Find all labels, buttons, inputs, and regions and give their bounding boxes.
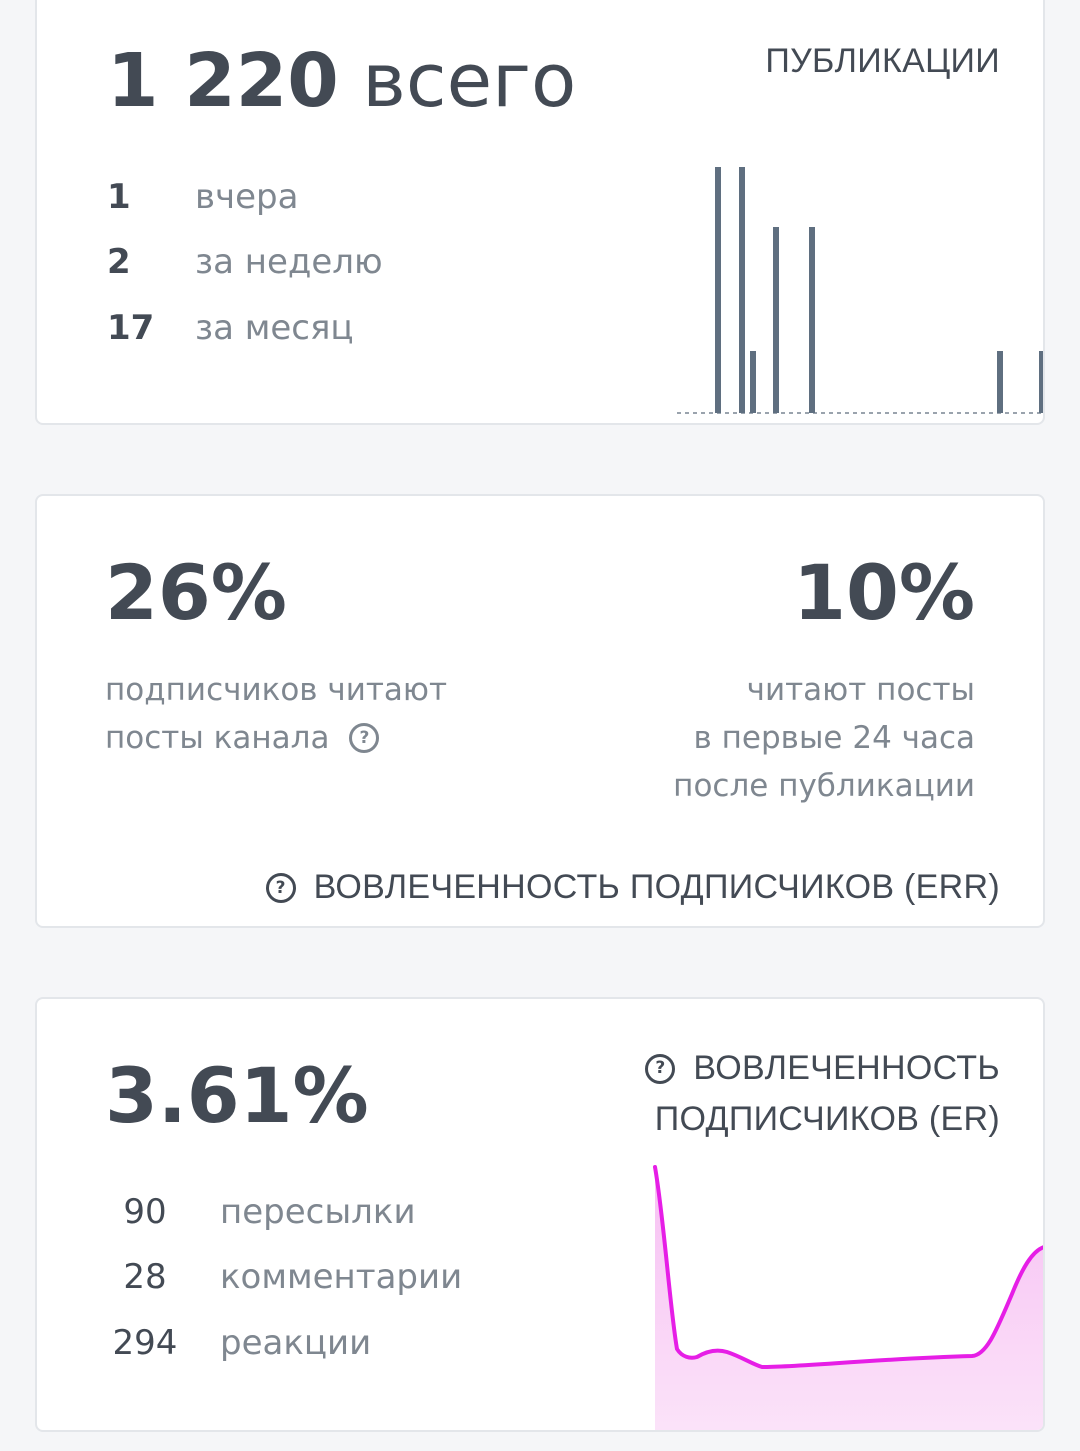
sparkline-bar <box>997 351 1003 413</box>
publications-title: ПУБЛИКАЦИИ <box>765 42 1000 80</box>
er-sparkline-line <box>653 1165 1043 1369</box>
publications-total: 1 220 всего <box>107 38 576 124</box>
err-subscribers-desc: подписчиков читают посты канала ? <box>105 672 448 756</box>
er-sparkline <box>653 1165 1043 1430</box>
question-circle-icon[interactable]: ? <box>349 723 380 753</box>
er-stat-forwards-value: 90 <box>123 1192 167 1232</box>
err-24h-desc: читают посты в первые 24 часа после публ… <box>673 672 975 804</box>
err-card: 26% 10% подписчиков читают посты канала … <box>35 494 1045 928</box>
sparkline-bar <box>715 167 721 413</box>
question-circle-icon[interactable]: ? <box>265 872 296 903</box>
publications-total-number: 1 220 <box>107 38 339 124</box>
er-stat-reactions-value: 294 <box>112 1323 178 1363</box>
err-subscribers-value: 26% <box>105 548 287 637</box>
err-footer-label: ВОВЛЕЧЕННОСТЬ ПОДПИСЧИКОВ (ERR) <box>313 868 1000 906</box>
er-value: 3.61% <box>105 1051 369 1140</box>
er-stat-comments-value: 28 <box>123 1257 167 1297</box>
sparkline-bar <box>739 167 745 413</box>
er-card: 3.61% ? ВОВЛЕЧЕННОСТЬ ПОДПИСЧИКОВ (ER) 9… <box>35 997 1045 1432</box>
sparkline-bar <box>1039 351 1043 413</box>
er-stat-comments-label: комментарии <box>220 1257 463 1297</box>
er-stat-forwards-label: пересылки <box>220 1192 416 1232</box>
publications-card: 1 220 всего ПУБЛИКАЦИИ 1 вчера 2 за неде… <box>35 0 1045 425</box>
er-sparkline-area <box>655 1167 1043 1430</box>
publications-sparkline <box>677 167 1043 414</box>
sparkline-bar <box>773 227 779 413</box>
err-24h-value: 10% <box>793 548 975 637</box>
err-footer: ? ВОВЛЕЧЕННОСТЬ ПОДПИСЧИКОВ (ERR) <box>265 868 1000 907</box>
sparkline-bar <box>809 227 815 413</box>
sparkline-bar <box>750 351 756 413</box>
er-title: ? ВОВЛЕЧЕННОСТЬ ПОДПИСЧИКОВ (ER) <box>645 1043 1000 1145</box>
publications-total-word: всего <box>362 38 577 124</box>
er-stat-reactions-label: реакции <box>220 1323 372 1363</box>
question-circle-icon[interactable]: ? <box>645 1053 676 1084</box>
